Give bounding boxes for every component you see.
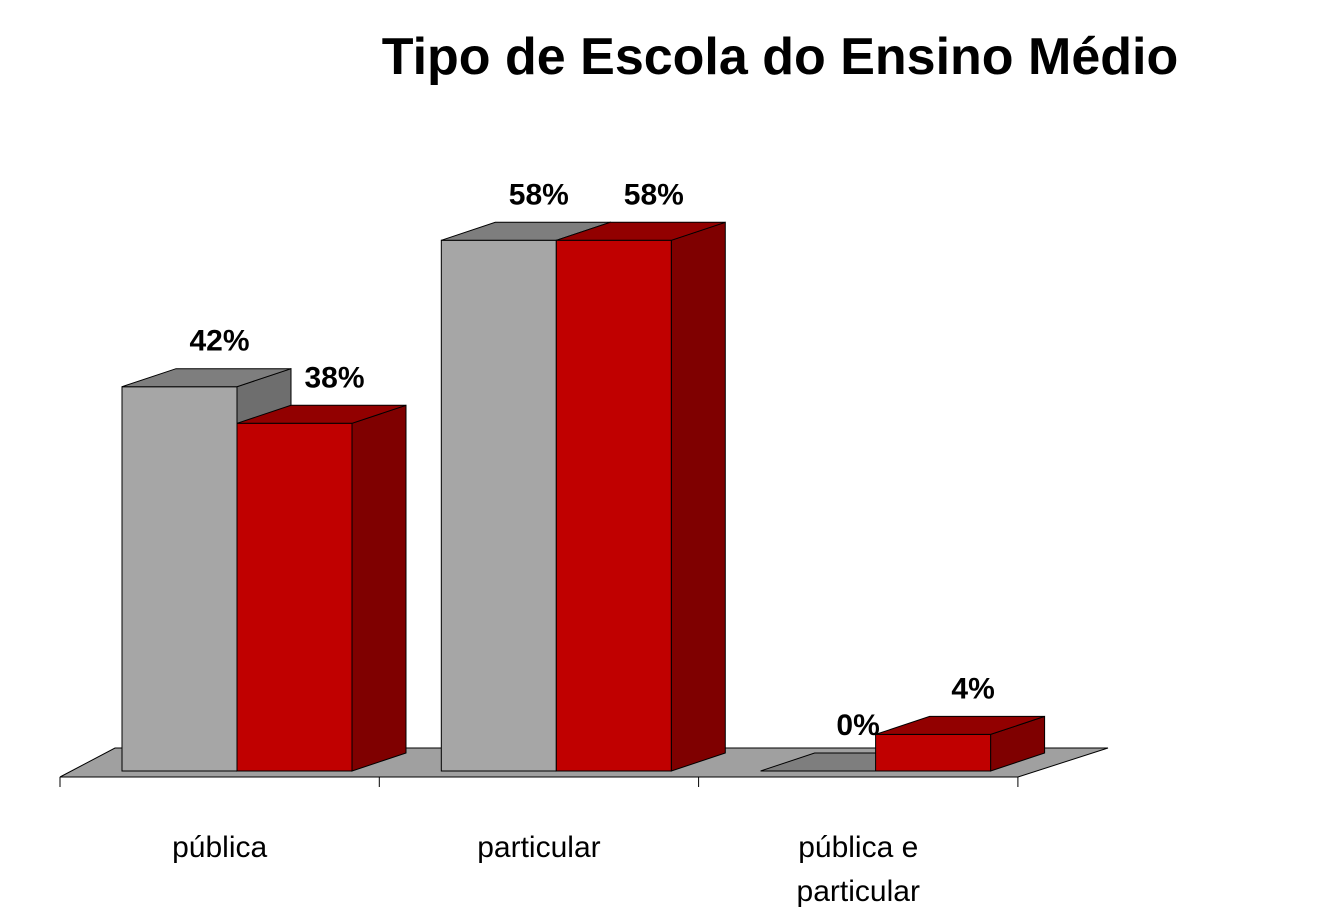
x-tick-label: pública e particular: [796, 831, 920, 908]
bar-front: [121, 386, 238, 772]
bar-top: [236, 404, 407, 424]
bar-side: [351, 404, 407, 772]
data-label: 58%: [509, 178, 569, 211]
bar-front: [875, 733, 992, 772]
data-label: 42%: [189, 325, 249, 358]
data-label: 0%: [836, 709, 879, 742]
bar: [121, 368, 292, 772]
x-tick-label: pública: [172, 831, 268, 864]
bar-front: [236, 422, 353, 772]
bar: [236, 404, 407, 772]
bar-top: [556, 221, 726, 241]
bar-side: [670, 221, 726, 772]
x-tick-label: particular: [477, 831, 601, 864]
bar-front: [440, 239, 557, 772]
bar: [555, 221, 726, 772]
data-label: 38%: [304, 361, 364, 394]
chart-title: Tipo de Escola do Ensino Médio: [382, 28, 1178, 86]
bar-top: [121, 368, 292, 388]
bar-front: [555, 239, 672, 772]
bar: [875, 715, 1046, 772]
data-label: 4%: [951, 672, 994, 705]
bar-top: [875, 715, 1045, 735]
data-label: 58%: [624, 178, 684, 211]
